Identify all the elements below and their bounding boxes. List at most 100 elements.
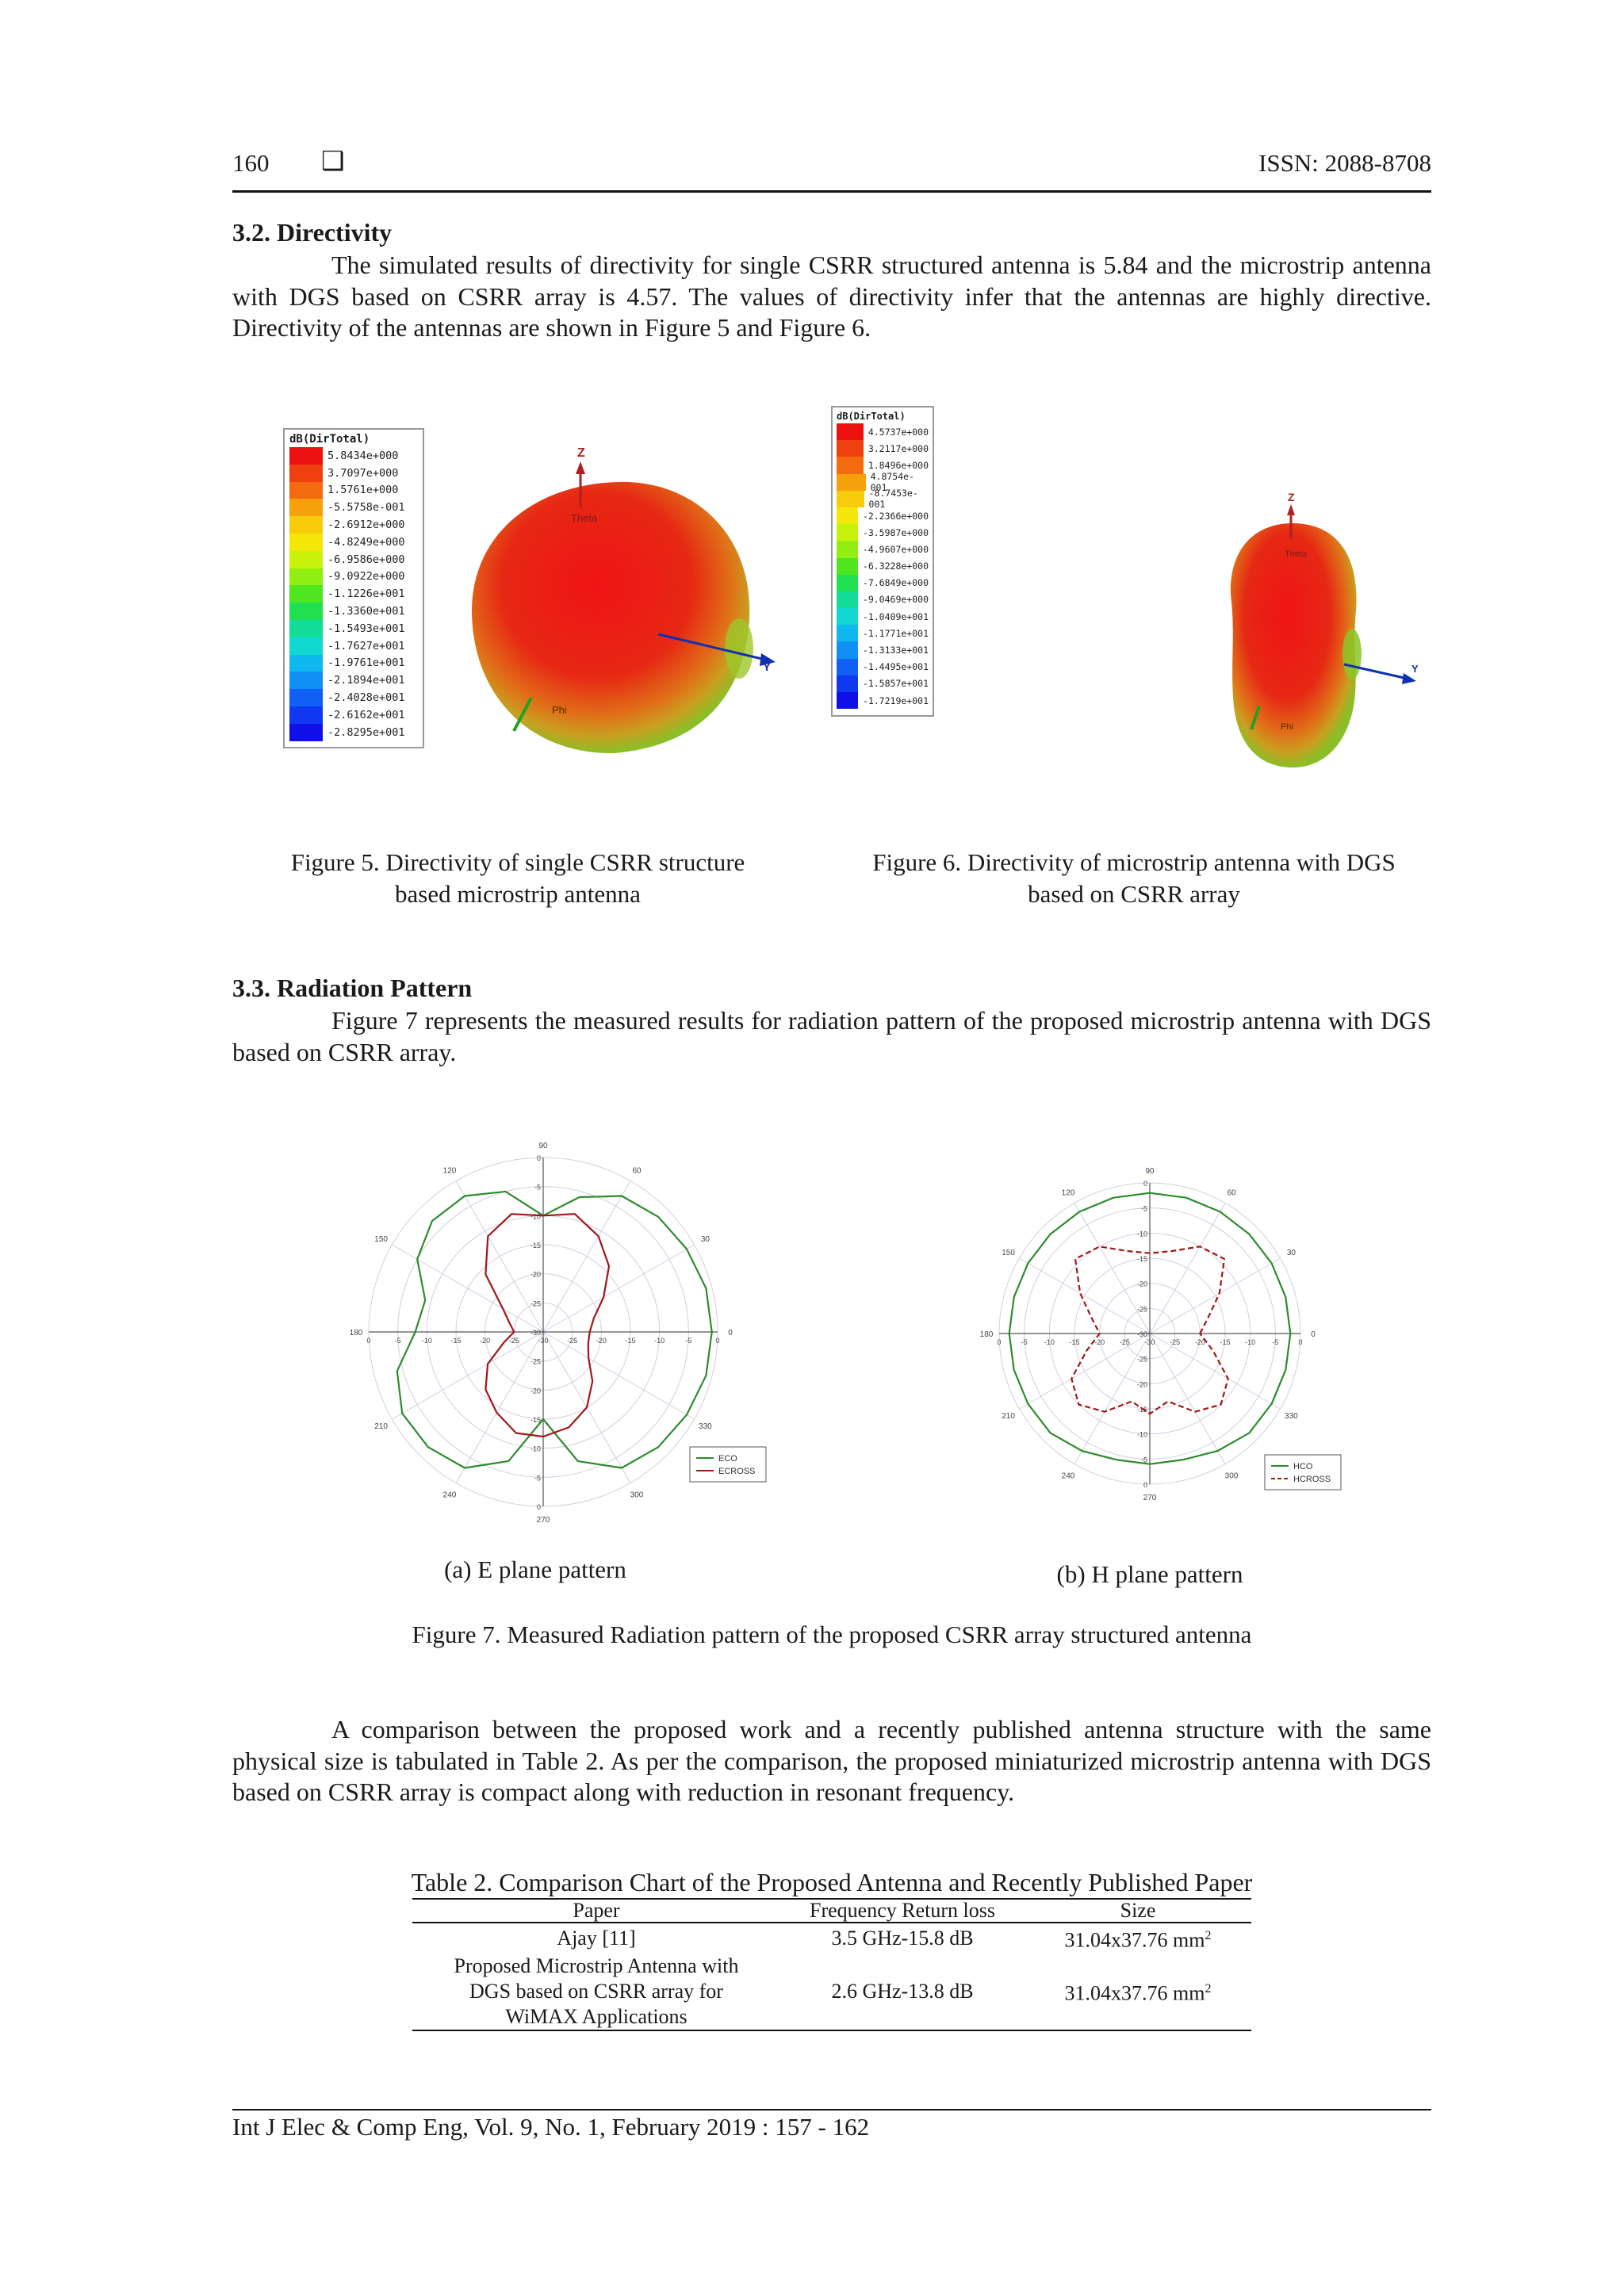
scale-swatch (289, 447, 323, 465)
scale-row: -9.0922e+000 (289, 568, 418, 586)
scale-value: -8.7453e-001 (868, 488, 918, 511)
grid-spoke (1074, 1203, 1151, 1334)
scale-swatch (837, 692, 858, 710)
angle-label: 180 (350, 1329, 363, 1337)
issn: ISSN: 2088-8708 (1258, 149, 1431, 177)
table-header-frequency: Frequency Return loss (780, 1900, 1025, 1923)
scale-value: -6.9586e+000 (327, 553, 405, 566)
radial-tick-label: -5 (534, 1474, 541, 1482)
scale-swatch (289, 723, 323, 741)
radial-tick-label: -30 (530, 1329, 541, 1337)
figure6-scale-title: dB(DirTotal) (837, 411, 906, 422)
angle-label: 0 (728, 1329, 733, 1337)
scale-row: -1.4495e+001 (837, 658, 929, 675)
scale-swatch (837, 490, 864, 507)
cell-frequency: 2.6 GHz-13.8 dB (780, 1953, 1025, 2031)
scale-value: 1.8496e+000 (868, 459, 929, 471)
angle-label: 30 (1287, 1249, 1297, 1257)
figure7b-polar-plot: 0 30 60 90 120 150 180 210 240 270 300 330 0 -5 -10 -15… (980, 1167, 1342, 1502)
scale-value: -4.8249e+000 (327, 535, 405, 549)
figure6-pattern-lobe (1230, 523, 1357, 768)
z-axis-arrow (576, 461, 585, 474)
angle-label: 270 (537, 1516, 550, 1525)
scale-value: -1.4495e+001 (862, 661, 929, 673)
paper-line: WiMAX Applications (505, 2004, 688, 2028)
scale-swatch (289, 533, 323, 551)
figure7a-caption: (a) E plane pattern (444, 1556, 626, 1583)
scale-row: 5.8434e+000 (289, 447, 418, 465)
grid-spoke (1019, 1333, 1151, 1410)
radial-tick-label: -20 (530, 1271, 541, 1279)
table2-top-rule (412, 1898, 1251, 1900)
table-header-paper: Paper (412, 1900, 780, 1923)
y-axis-arrow (760, 653, 776, 666)
scale-row: -1.5493e+001 (289, 619, 418, 637)
y-axis-label: Y (1411, 663, 1419, 675)
radial-tick-label: -15 (530, 1416, 541, 1424)
scale-swatch (289, 689, 323, 706)
scale-row: -1.5857e+001 (837, 675, 929, 692)
radial-tick-label: -10 (530, 1445, 541, 1453)
theta-label: Theta (1285, 549, 1308, 559)
table2-title: Table 2. Comparison Chart of the Propose… (411, 1868, 1253, 1896)
radial-tick-label: -10 (1044, 1338, 1055, 1346)
scale-row: 1.8496e+000 (837, 457, 929, 474)
scale-row: -1.3133e+001 (837, 641, 929, 659)
radial-tick-label: -25 (530, 1299, 541, 1307)
scale-swatch (837, 658, 858, 675)
radial-tick-label: -15 (1069, 1338, 1079, 1346)
scale-swatch (289, 637, 323, 655)
y-axis-label: Y (763, 660, 771, 674)
scale-swatch (289, 464, 323, 482)
angle-label: 240 (443, 1490, 457, 1499)
angle-label: 210 (374, 1422, 388, 1431)
legend-box (1264, 1454, 1342, 1490)
scale-value: -9.0469e+000 (862, 594, 929, 606)
grid-spoke (1149, 1333, 1226, 1464)
paper-line: Proposed Microstrip Antenna with (454, 1954, 739, 1977)
radial-tick-label: -20 (1195, 1338, 1205, 1346)
radial-tick-label: 0 (537, 1503, 541, 1511)
scale-swatch (289, 585, 323, 603)
radial-tick-label: -25 (1137, 1356, 1147, 1364)
series-line-eco (396, 1190, 713, 1469)
footer-citation: Int J Elec & Comp Eng, Vol. 9, No. 1, Fe… (232, 2113, 870, 2141)
scale-swatch (837, 541, 858, 558)
table-row: Ajay [11] 3.5 GHz-15.8 dB 31.04x37.76 mm… (412, 1923, 1251, 1954)
figure5-caption-line1: Figure 5. Directivity of single CSRR str… (290, 848, 745, 876)
cell-paper: Ajay [11] (557, 1926, 636, 1950)
scale-swatch (837, 641, 858, 659)
phi-label: Phi (1281, 722, 1293, 732)
angle-label: 150 (1002, 1249, 1015, 1257)
scale-row: -2.4028e+001 (289, 689, 418, 706)
scale-swatch (837, 440, 864, 457)
cell-frequency: 3.5 GHz-15.8 dB (831, 1926, 974, 1950)
scale-value: -1.9761e+001 (327, 656, 405, 670)
radial-tick-label: 0 (1298, 1338, 1302, 1346)
table2: Paper Frequency Return loss Size Ajay [1… (412, 1900, 1251, 2031)
scale-value: 3.7097e+000 (327, 466, 399, 480)
scale-value: -2.2366e+000 (862, 510, 929, 522)
grid-spoke (455, 1331, 544, 1483)
radial-tick-label: -10 (422, 1337, 432, 1345)
page-number: 160 (232, 149, 270, 177)
radial-tick-label: -5 (685, 1337, 691, 1345)
scale-row: -1.7219e+001 (837, 692, 929, 710)
scale-value: -2.4028e+001 (327, 691, 405, 705)
section-title-radiation-pattern: 3.3. Radiation Pattern (232, 974, 473, 1002)
radial-tick-label: -15 (625, 1337, 635, 1345)
scale-row: -1.9761e+001 (289, 654, 418, 672)
scale-value: -2.8295e+001 (327, 725, 405, 739)
radial-tick-label: 0 (1143, 1481, 1147, 1489)
scale-row: -2.2366e+000 (837, 507, 929, 525)
scale-value: -1.1771e+001 (862, 627, 929, 639)
series-line-ecross (485, 1213, 611, 1438)
angle-label: 120 (443, 1167, 457, 1176)
radial-tick-label: -10 (1137, 1230, 1147, 1238)
scale-value: -5.5758e-001 (327, 501, 405, 515)
phi-axis-line (1250, 705, 1261, 730)
scale-row: -1.1226e+001 (289, 585, 418, 603)
scale-value: -1.1226e+001 (327, 587, 405, 601)
radial-tick-label: -20 (480, 1337, 490, 1345)
scale-value: -1.3360e+001 (327, 605, 405, 618)
